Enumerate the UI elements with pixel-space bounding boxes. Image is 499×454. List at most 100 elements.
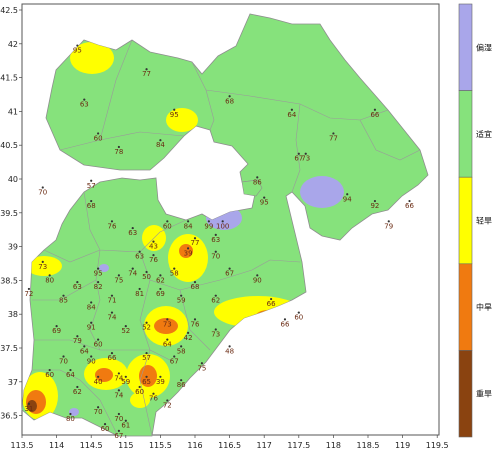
station-dot [346,193,349,196]
station-dot [193,237,197,240]
station-dot [41,260,44,263]
station-value: 66 [280,320,289,328]
station-dot [193,318,197,321]
legend-swatch [458,263,473,351]
x-tick-label: 115.5 [149,441,172,450]
station-dot [76,385,79,389]
station-dot [69,412,72,416]
station-dot [408,199,411,203]
station-dot [186,247,190,250]
station-dot [228,267,231,270]
station-dot [124,419,127,422]
station-value: 63 [135,253,144,261]
station-dot [159,139,162,142]
legend-swatch [458,3,473,91]
y-tick-label: 38 [8,310,18,319]
station-value: 66 [107,354,116,362]
station-dot [27,402,31,405]
station-dot [110,220,114,223]
station-dot [103,423,107,426]
station-dot [159,375,162,378]
station-dot [166,220,169,223]
y-tick-label: 39 [8,243,18,252]
light-drought-zone-west [26,256,62,276]
x-tick-label: 117 [257,441,272,450]
x-axis-ticks: 113.5 114 114.5 115 115.5 116 116.5 117 117.5 118… [11,435,449,450]
station-value: 59 [121,378,130,386]
station-dot [207,220,210,223]
station-dot [180,345,183,348]
station-value: 95 [170,111,179,119]
station-dot [69,368,72,372]
station-dot [117,274,120,277]
station-value: 62 [156,276,165,284]
x-tick-label: 116.5 [218,441,241,450]
station-value: 84 [184,222,193,230]
station-value: 52 [142,324,151,332]
station-dot [97,338,100,341]
station-value: 67 [114,432,123,440]
x-tick-label: 114 [49,441,64,450]
station-value: 64 [287,111,296,119]
station-dot [90,179,93,182]
enclave-area [241,179,263,197]
station-dot [110,352,114,355]
station-dot [290,108,293,111]
station-dot [152,254,155,257]
station-dot [373,108,377,111]
drought-patches [22,42,344,420]
station-dot [97,406,100,409]
medium-drought-zone-b [179,244,193,258]
station-value: 58 [170,270,179,278]
station-dot [124,325,127,328]
station-dot [27,287,31,291]
station-dot [228,95,231,98]
x-tick-label: 113.5 [11,441,34,450]
station-dot [263,196,266,199]
station-value: 68 [225,97,234,105]
station-dot [117,372,120,375]
station-dot [180,379,183,382]
station-value: 74 [114,374,123,382]
station-dot [117,389,120,392]
station-value: 73 [163,320,172,328]
station-value: 63 [211,236,220,244]
station-dot [180,294,183,297]
station-dot [228,345,231,348]
legend-swatch [458,350,473,438]
station-value: 66 [405,202,414,210]
station-dot [193,281,197,284]
station-value: 62 [73,388,82,396]
station-value: 84 [87,303,96,311]
x-tick-label: 119.5 [426,441,449,450]
station-value: 57 [142,354,151,362]
station-dot [214,233,217,236]
station-value: 62 [211,297,220,305]
station-value: 79 [384,222,393,230]
station-dot [90,321,93,324]
station-dot [138,250,141,253]
station-dot [214,250,217,253]
station-value: 59 [177,297,186,305]
light-drought-zone-41n [166,108,198,132]
station-dot [76,44,79,47]
y-tick-label: 37.5 [0,344,18,353]
station-value: 75 [197,364,206,372]
light-drought-zone-b [168,234,208,282]
legend-label: 重旱 [476,389,492,399]
station-value: 90 [87,358,96,366]
y-tick-label: 38.5 [0,276,18,285]
station-value: 58 [177,347,186,355]
station-dot [297,152,300,155]
legend-swatch [458,90,473,178]
station-value: 77 [329,134,338,142]
station-dot [387,220,390,223]
station-value: 72 [24,290,33,298]
station-value: 48 [225,347,234,355]
station-dot [97,281,100,284]
legend-label: 轻旱 [476,216,492,226]
station-value: 69 [156,290,165,298]
station-dot [166,338,169,341]
